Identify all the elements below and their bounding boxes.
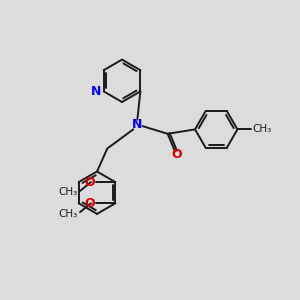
Text: N: N <box>132 118 142 131</box>
Text: O: O <box>84 176 95 189</box>
Text: CH₃: CH₃ <box>58 188 78 197</box>
Text: O: O <box>84 197 95 210</box>
Text: CH₃: CH₃ <box>253 124 272 134</box>
Text: N: N <box>91 85 101 98</box>
Text: O: O <box>172 148 182 161</box>
Text: CH₃: CH₃ <box>58 208 78 219</box>
